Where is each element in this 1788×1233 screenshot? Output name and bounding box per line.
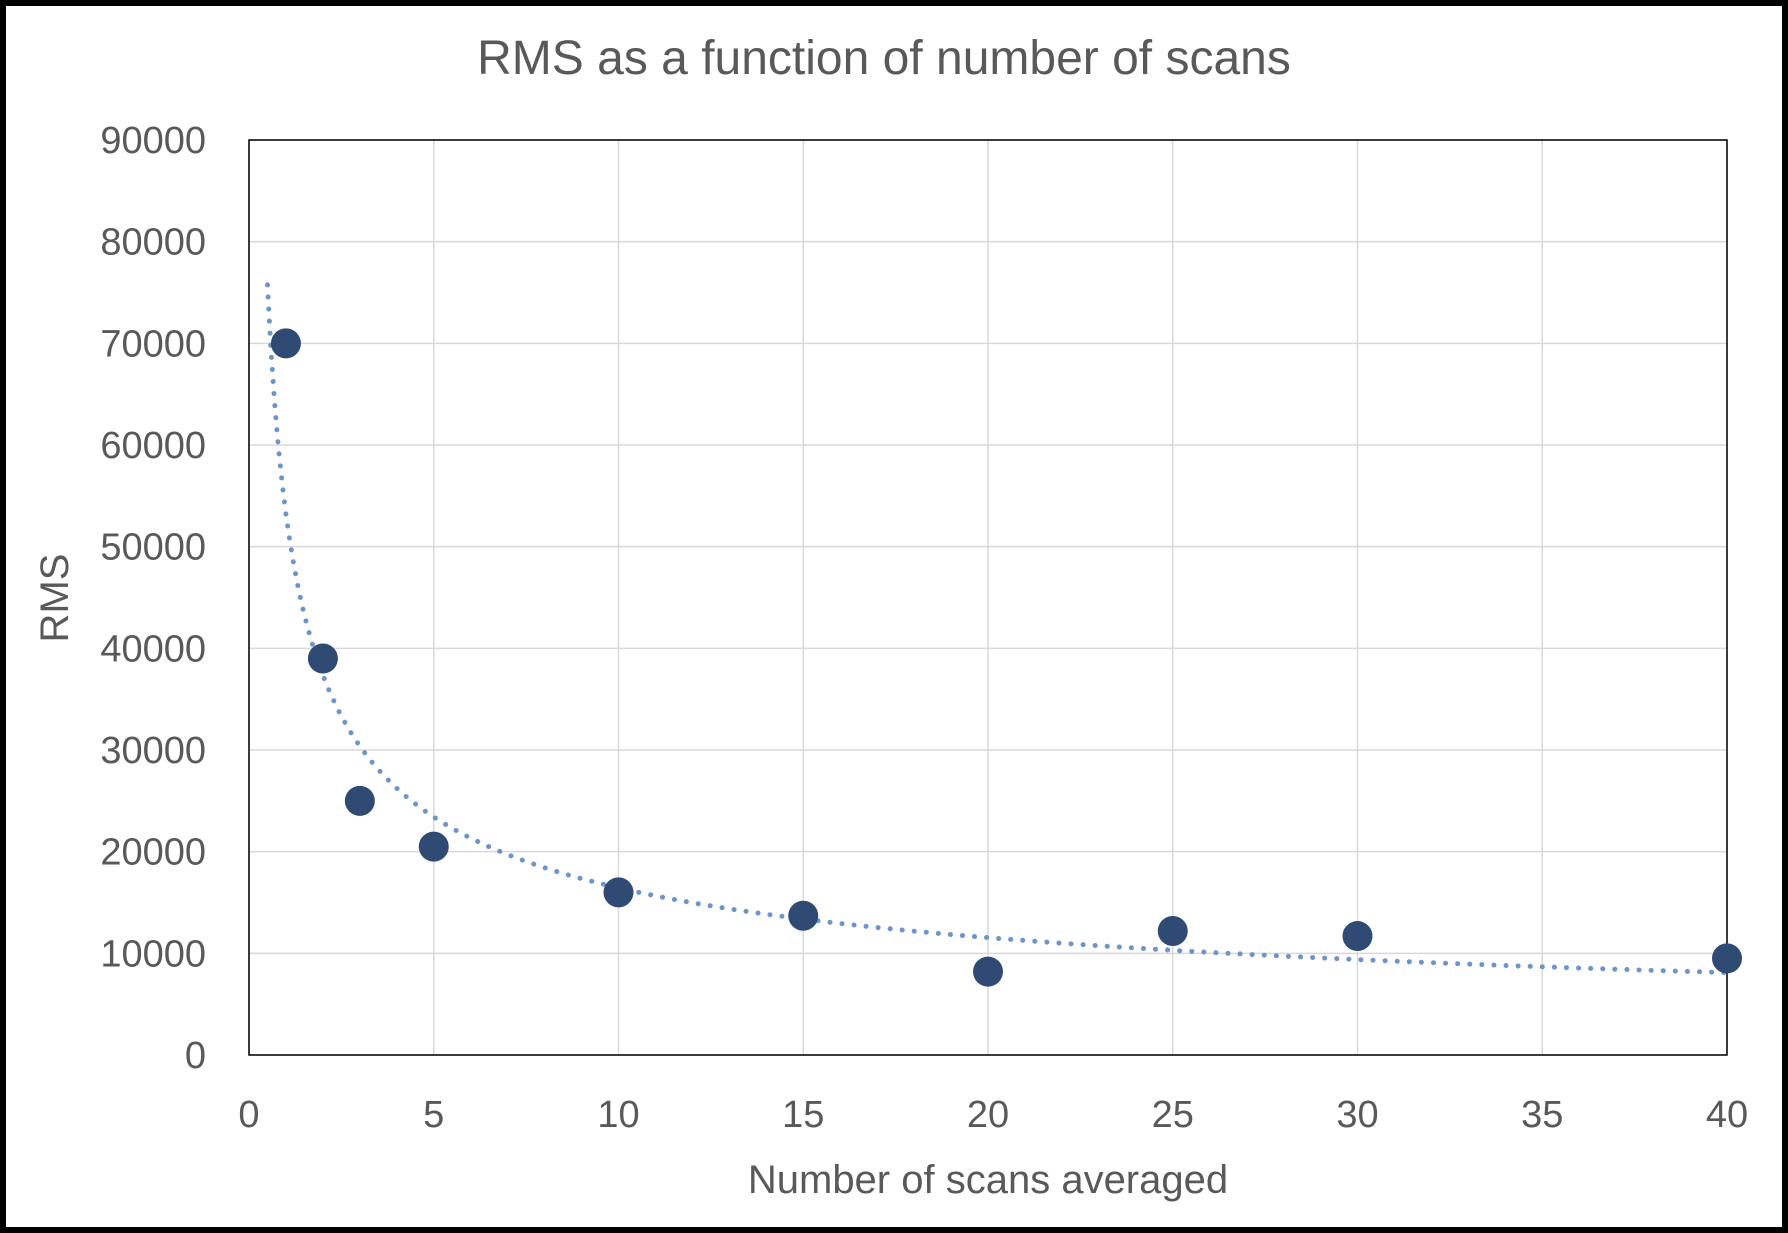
chart-title: RMS as a function of number of scans [477,32,1291,85]
y-axis-ticks: 0 10000 20000 30000 40000 50000 60000 70000 8000… [100,120,206,1077]
y-tick-label: 0 [185,1035,206,1077]
y-tick-label: 10000 [100,933,206,975]
x-tick-label: 0 [238,1094,259,1136]
y-tick-label: 80000 [100,222,206,264]
y-tick-label: 40000 [100,628,206,670]
data-point [1157,915,1188,946]
data-point [1712,943,1742,974]
data-point [603,877,634,908]
data-point [270,328,301,359]
plot-area [248,139,1728,1056]
x-tick-label: 25 [1152,1094,1194,1136]
x-tick-label: 15 [782,1094,824,1136]
y-tick-label: 20000 [100,832,206,874]
data-point [418,831,449,862]
data-point [788,900,819,931]
x-tick-label: 5 [423,1094,444,1136]
x-axis-ticks: 0 5 10 15 20 25 30 35 40 [238,1094,1748,1136]
data-point [344,785,375,816]
y-tick-label: 60000 [100,425,206,467]
data-point [307,643,338,674]
data-point [1342,921,1373,952]
x-tick-label: 35 [1521,1094,1563,1136]
x-tick-label: 10 [597,1094,639,1136]
y-axis-label: RMS [33,554,77,643]
y-tick-label: 50000 [100,527,206,569]
data-points [270,328,1742,987]
x-tick-label: 20 [967,1094,1009,1136]
y-tick-label: 30000 [100,730,206,772]
x-tick-label: 30 [1336,1094,1378,1136]
gridlines [248,139,1728,1056]
x-axis-label: Number of scans averaged [748,1158,1228,1202]
y-tick-label: 90000 [100,120,206,162]
data-point [973,956,1003,987]
x-tick-label: 40 [1706,1094,1748,1136]
y-tick-label: 70000 [100,323,206,365]
trendline [265,282,1730,976]
